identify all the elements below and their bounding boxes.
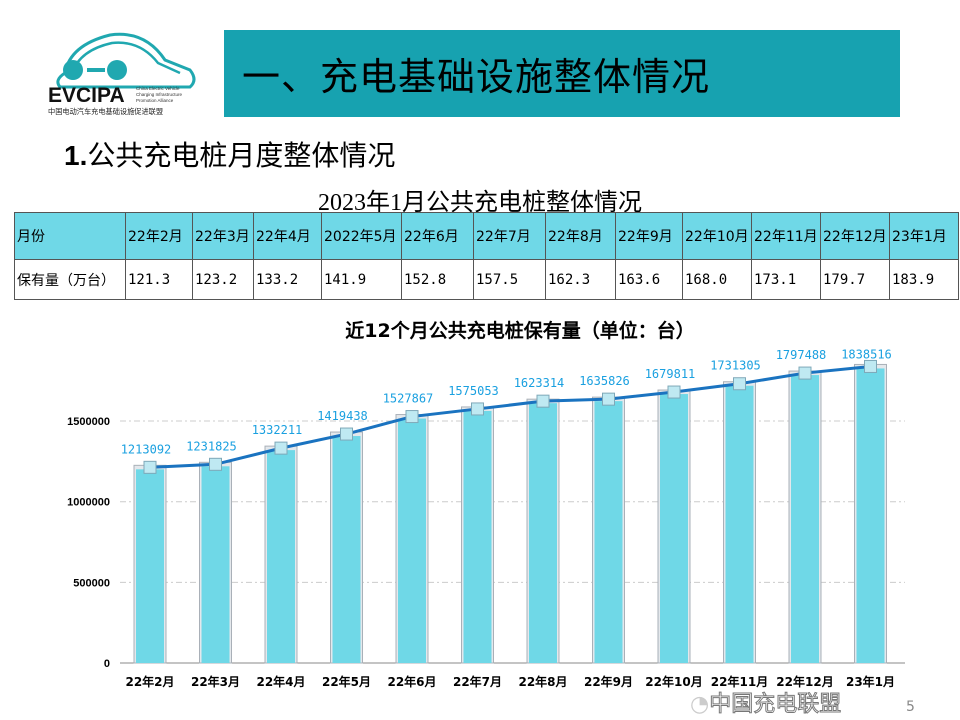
bar bbox=[791, 375, 819, 663]
chart-title: 近12个月公共充电桩保有量（单位：台） bbox=[345, 320, 695, 342]
value-cell: 123.2 bbox=[192, 259, 254, 300]
value-cell: 173.1 bbox=[751, 259, 821, 300]
x-tick-label: 22年8月 bbox=[518, 674, 567, 689]
x-tick-label: 22年12月 bbox=[776, 674, 833, 689]
value-cell: 162.3 bbox=[545, 259, 616, 300]
row-header-cell: 月份 bbox=[14, 212, 126, 260]
bar bbox=[332, 436, 361, 663]
month-header-cell: 22年8月 bbox=[545, 212, 616, 260]
month-header-cell: 22年6月 bbox=[401, 212, 474, 260]
svg-text:Promotion Alliance: Promotion Alliance bbox=[136, 98, 174, 103]
value-cell: 183.9 bbox=[889, 259, 959, 300]
subtitle-number: 1. bbox=[64, 140, 88, 171]
data-table: 月份 22年2月 22年3月 22年4月 2022年5月 22年6月 22年7月 22年8月… bbox=[14, 212, 959, 300]
data-label: 1623314 bbox=[514, 376, 565, 390]
value-cell: 133.2 bbox=[253, 259, 322, 300]
svg-text:中国电动汽车充电基础设施促进联盟: 中国电动汽车充电基础设施促进联盟 bbox=[48, 107, 163, 116]
line-marker bbox=[602, 392, 615, 406]
line-marker bbox=[864, 359, 877, 373]
x-tick-label: 22年6月 bbox=[387, 674, 436, 689]
month-header-cell: 22年10月 bbox=[682, 212, 752, 260]
value-cell: 168.0 bbox=[682, 259, 752, 300]
watermark: ◔中国充电联盟 bbox=[690, 692, 842, 718]
x-tick-label: 22年11月 bbox=[711, 674, 768, 689]
bar bbox=[267, 450, 295, 663]
bar bbox=[725, 385, 754, 663]
line-marker bbox=[733, 377, 746, 391]
x-tick-label: 22年2月 bbox=[125, 674, 174, 689]
month-header-cell: 22年2月 bbox=[125, 212, 193, 260]
data-label: 1679811 bbox=[645, 367, 696, 381]
value-cell: 157.5 bbox=[473, 259, 546, 300]
x-tick-label: 22年9月 bbox=[584, 674, 633, 689]
bar bbox=[594, 401, 623, 663]
evcipa-logo: EVCIPA China Electric Vehicle Charging I… bbox=[48, 32, 196, 116]
logo-brand-text: EVCIPA bbox=[48, 84, 125, 107]
value-cell: 152.8 bbox=[401, 259, 474, 300]
wechat-icon: ◔ bbox=[690, 692, 710, 717]
line-marker bbox=[143, 460, 157, 474]
month-header-cell: 22年12月 bbox=[820, 212, 890, 260]
bar bbox=[856, 368, 885, 663]
y-tick-label: 500000 bbox=[73, 577, 110, 589]
x-tick-label: 22年5月 bbox=[322, 674, 371, 689]
line-marker bbox=[471, 402, 484, 416]
bar bbox=[201, 466, 230, 663]
data-label: 1731305 bbox=[710, 359, 761, 373]
x-tick-label: 22年3月 bbox=[191, 674, 240, 689]
month-header-cell: 22年11月 bbox=[751, 212, 821, 260]
line-marker bbox=[340, 427, 353, 441]
bar bbox=[529, 403, 557, 663]
data-label: 1838516 bbox=[841, 347, 892, 361]
section-header: 一、充电基础设施整体情况 bbox=[224, 30, 900, 117]
svg-text:China Electric Vehicle: China Electric Vehicle bbox=[136, 86, 180, 91]
series-line bbox=[149, 364, 871, 469]
data-label: 1332211 bbox=[252, 423, 303, 437]
value-cell: 121.3 bbox=[125, 259, 193, 300]
x-tick-label: 23年1月 bbox=[846, 674, 895, 689]
data-label: 1213092 bbox=[121, 442, 172, 456]
y-tick-label: 1500000 bbox=[67, 416, 110, 428]
line-marker bbox=[536, 394, 550, 408]
month-header-cell: 22年7月 bbox=[473, 212, 546, 260]
y-tick-label: 1000000 bbox=[67, 497, 110, 509]
table-value-row: 保有量（万台） 121.3 123.2 133.2 141.9 152.8 157.5 16… bbox=[14, 259, 959, 300]
month-header-cell: 22年9月 bbox=[615, 212, 683, 260]
table-header-row: 月份 22年2月 22年3月 22年4月 2022年5月 22年6月 22年7月 22年8月… bbox=[14, 212, 959, 260]
line-marker bbox=[667, 385, 681, 399]
line-marker bbox=[209, 457, 222, 471]
x-tick-label: 22年10月 bbox=[645, 674, 702, 689]
value-cell: 179.7 bbox=[820, 259, 890, 300]
month-header-cell: 22年4月 bbox=[253, 212, 322, 260]
value-cell: 141.9 bbox=[321, 259, 402, 300]
line-marker bbox=[798, 366, 812, 380]
y-tick-label: 0 bbox=[104, 658, 110, 670]
svg-text:Charging Infrastructure: Charging Infrastructure bbox=[136, 92, 183, 97]
line-marker bbox=[274, 441, 288, 455]
table-title: 2023年1月公共充电桩整体情况 bbox=[318, 190, 642, 216]
bar bbox=[136, 469, 164, 663]
data-label: 1231825 bbox=[186, 439, 237, 453]
x-tick-label: 22年7月 bbox=[453, 674, 502, 689]
month-header-cell: 2022年5月 bbox=[321, 212, 402, 260]
section-title: 一、充电基础设施整体情况 bbox=[242, 55, 711, 99]
data-label: 1419438 bbox=[317, 409, 368, 423]
value-header-cell: 保有量（万台） bbox=[14, 259, 126, 300]
bar bbox=[463, 410, 492, 663]
data-label: 1797488 bbox=[776, 348, 827, 362]
subtitle: 1.公共充电桩月度整体情况 bbox=[64, 134, 395, 174]
month-header-cell: 22年3月 bbox=[192, 212, 254, 260]
bar bbox=[660, 394, 688, 663]
data-label: 1575053 bbox=[448, 384, 499, 398]
month-header-cell: 23年1月 bbox=[889, 212, 959, 260]
data-label: 1527867 bbox=[383, 392, 434, 406]
bar bbox=[398, 418, 426, 663]
line-marker bbox=[405, 410, 419, 424]
page-number: 5 bbox=[906, 699, 915, 715]
x-tick-label: 22年4月 bbox=[256, 674, 305, 689]
data-label: 1635826 bbox=[579, 374, 630, 388]
subtitle-text: 公共充电桩月度整体情况 bbox=[87, 139, 396, 172]
